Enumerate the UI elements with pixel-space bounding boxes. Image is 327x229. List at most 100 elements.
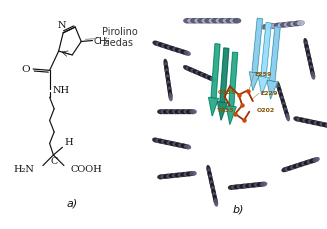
Polygon shape: [261, 23, 271, 78]
Ellipse shape: [305, 119, 312, 124]
Ellipse shape: [181, 110, 188, 114]
Ellipse shape: [188, 68, 195, 73]
Ellipse shape: [219, 19, 227, 24]
Ellipse shape: [209, 177, 214, 186]
Ellipse shape: [212, 189, 216, 198]
Ellipse shape: [287, 22, 295, 28]
Ellipse shape: [276, 82, 280, 90]
Ellipse shape: [166, 46, 174, 51]
Ellipse shape: [260, 182, 267, 187]
Text: Y335: Y335: [216, 108, 233, 113]
Ellipse shape: [153, 41, 160, 47]
Ellipse shape: [277, 85, 281, 93]
Ellipse shape: [304, 160, 311, 165]
Ellipse shape: [166, 141, 174, 146]
Ellipse shape: [305, 45, 309, 54]
Ellipse shape: [245, 183, 253, 188]
Ellipse shape: [302, 119, 309, 124]
Ellipse shape: [186, 172, 194, 177]
Ellipse shape: [283, 105, 287, 113]
Ellipse shape: [261, 25, 269, 30]
Ellipse shape: [284, 166, 292, 172]
Ellipse shape: [312, 157, 319, 163]
Ellipse shape: [257, 182, 264, 187]
Ellipse shape: [277, 23, 285, 29]
Ellipse shape: [168, 93, 173, 102]
Ellipse shape: [303, 39, 308, 48]
Ellipse shape: [198, 72, 204, 77]
Ellipse shape: [161, 140, 168, 145]
Ellipse shape: [205, 19, 213, 24]
Ellipse shape: [175, 143, 182, 148]
Ellipse shape: [296, 21, 304, 27]
Ellipse shape: [242, 184, 250, 188]
Ellipse shape: [211, 186, 215, 195]
Ellipse shape: [280, 23, 288, 28]
Ellipse shape: [166, 78, 170, 87]
Ellipse shape: [284, 108, 288, 116]
Ellipse shape: [311, 121, 318, 125]
Ellipse shape: [158, 139, 165, 144]
Text: C: C: [50, 156, 57, 165]
Ellipse shape: [189, 110, 197, 114]
Ellipse shape: [166, 75, 170, 84]
Ellipse shape: [165, 72, 169, 81]
Ellipse shape: [172, 173, 179, 178]
Ellipse shape: [296, 163, 303, 168]
Polygon shape: [211, 44, 220, 99]
Polygon shape: [209, 98, 218, 116]
Ellipse shape: [322, 123, 327, 128]
Ellipse shape: [290, 22, 298, 27]
Ellipse shape: [307, 54, 311, 63]
Ellipse shape: [301, 161, 308, 166]
Text: E229: E229: [260, 91, 277, 96]
Ellipse shape: [183, 66, 190, 71]
Text: N: N: [58, 21, 66, 30]
Ellipse shape: [169, 110, 176, 114]
Text: COOH: COOH: [71, 164, 102, 173]
Ellipse shape: [278, 87, 282, 96]
Ellipse shape: [205, 75, 212, 81]
Ellipse shape: [310, 68, 315, 77]
Ellipse shape: [306, 51, 311, 60]
Ellipse shape: [212, 19, 220, 24]
Ellipse shape: [164, 60, 168, 68]
Ellipse shape: [285, 113, 290, 122]
Ellipse shape: [239, 184, 247, 189]
Ellipse shape: [178, 173, 185, 177]
Polygon shape: [220, 49, 229, 103]
Ellipse shape: [172, 110, 179, 114]
Ellipse shape: [316, 122, 324, 127]
Ellipse shape: [178, 143, 185, 148]
Ellipse shape: [210, 77, 216, 83]
Ellipse shape: [214, 198, 218, 207]
Ellipse shape: [181, 144, 188, 149]
Ellipse shape: [163, 110, 171, 114]
Text: a): a): [67, 198, 78, 208]
Ellipse shape: [164, 140, 171, 145]
Ellipse shape: [181, 50, 188, 56]
Ellipse shape: [195, 71, 202, 76]
Ellipse shape: [279, 90, 283, 99]
Ellipse shape: [314, 121, 321, 126]
Ellipse shape: [164, 45, 171, 50]
Ellipse shape: [207, 168, 211, 177]
Ellipse shape: [175, 110, 182, 114]
Ellipse shape: [213, 195, 217, 204]
Text: H₂N: H₂N: [14, 164, 35, 173]
Ellipse shape: [187, 19, 195, 24]
Text: NH: NH: [52, 86, 69, 95]
Ellipse shape: [229, 19, 237, 24]
Ellipse shape: [284, 111, 289, 119]
Ellipse shape: [208, 19, 216, 24]
Ellipse shape: [213, 192, 217, 201]
Ellipse shape: [222, 19, 231, 24]
Ellipse shape: [175, 173, 182, 178]
Ellipse shape: [198, 19, 206, 24]
Ellipse shape: [178, 49, 185, 55]
Text: b): b): [233, 203, 245, 213]
Text: O: O: [21, 64, 30, 73]
Ellipse shape: [157, 110, 165, 114]
Ellipse shape: [200, 73, 207, 79]
Text: CH₃: CH₃: [94, 37, 110, 46]
